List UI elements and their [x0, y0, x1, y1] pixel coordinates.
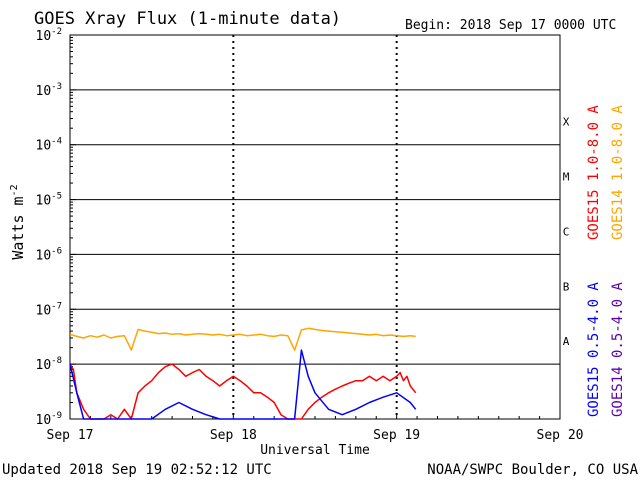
- series-line-0: [69, 363, 417, 420]
- y-tick-label: 10-2: [36, 27, 63, 44]
- legend-item-1: GOES14 1.0-8.0 A: [610, 105, 626, 240]
- svg-text:Watts m-2: Watts m-2: [9, 184, 27, 259]
- credit-label: NOAA/SWPC Boulder, CO USA: [427, 462, 638, 478]
- legend: GOES15 1.0-8.0 A GOES14 1.0-8.0 A GOES15 0…: [586, 105, 626, 417]
- y-axis-label: Watts m-2: [9, 184, 27, 259]
- y-tick-label: 10-8: [36, 356, 63, 373]
- chart-title: GOES Xray Flux (1-minute data): [34, 9, 341, 29]
- plot-frame: [69, 34, 561, 420]
- flare-class-c: C: [563, 225, 570, 238]
- y-tick-label: 10-7: [36, 301, 63, 318]
- flare-class-labels: A B C M X: [563, 116, 570, 348]
- series-line-1: [69, 327, 416, 351]
- legend-label: GOES14 0.5-4.0 A: [610, 282, 626, 417]
- legend-item-0: GOES15 1.0-8.0 A: [586, 105, 602, 240]
- y-tick-label: 10-3: [36, 82, 63, 99]
- y-tick-label: 10-5: [36, 192, 63, 209]
- legend-item-2: GOES15 0.5-4.0 A: [586, 282, 602, 417]
- series-layer: [69, 327, 417, 420]
- y-tick-labels: 10-9 10-8 10-7 10-6 10-5 10-4 10-3 10-2: [36, 27, 63, 428]
- begin-label: Begin: 2018 Sep 17 0000 UTC: [405, 18, 616, 33]
- legend-label: GOES14 1.0-8.0 A: [610, 105, 626, 240]
- flare-class-m: M: [563, 171, 570, 184]
- y-axis-label-exponent: -2: [9, 184, 20, 196]
- x-tick-label: Sep 18: [210, 428, 257, 443]
- x-tick-labels: Sep 17 Sep 18 Sep 19 Sep 20: [47, 428, 584, 443]
- grid-layer: [69, 34, 561, 420]
- y-axis-label-text: Watts m: [9, 196, 27, 259]
- legend-label: GOES15 0.5-4.0 A: [586, 282, 602, 417]
- y-tick-label: 10-9: [36, 411, 63, 428]
- x-axis-label: Universal Time: [260, 443, 370, 458]
- x-tick-label: Sep 17: [47, 428, 94, 443]
- y-tick-label: 10-4: [36, 137, 63, 154]
- flare-class-a: A: [563, 335, 570, 348]
- x-tick-label: Sep 19: [373, 428, 420, 443]
- legend-label: GOES15 1.0-8.0 A: [586, 105, 602, 240]
- legend-item-3: GOES14 0.5-4.0 A: [610, 282, 626, 417]
- flare-class-x: X: [563, 116, 570, 129]
- y-tick-label: 10-6: [36, 246, 63, 263]
- flare-class-b: B: [563, 280, 570, 293]
- x-tick-label: Sep 20: [537, 428, 584, 443]
- updated-label: Updated 2018 Sep 19 02:52:12 UTC: [2, 462, 272, 478]
- series-line-2: [69, 349, 417, 420]
